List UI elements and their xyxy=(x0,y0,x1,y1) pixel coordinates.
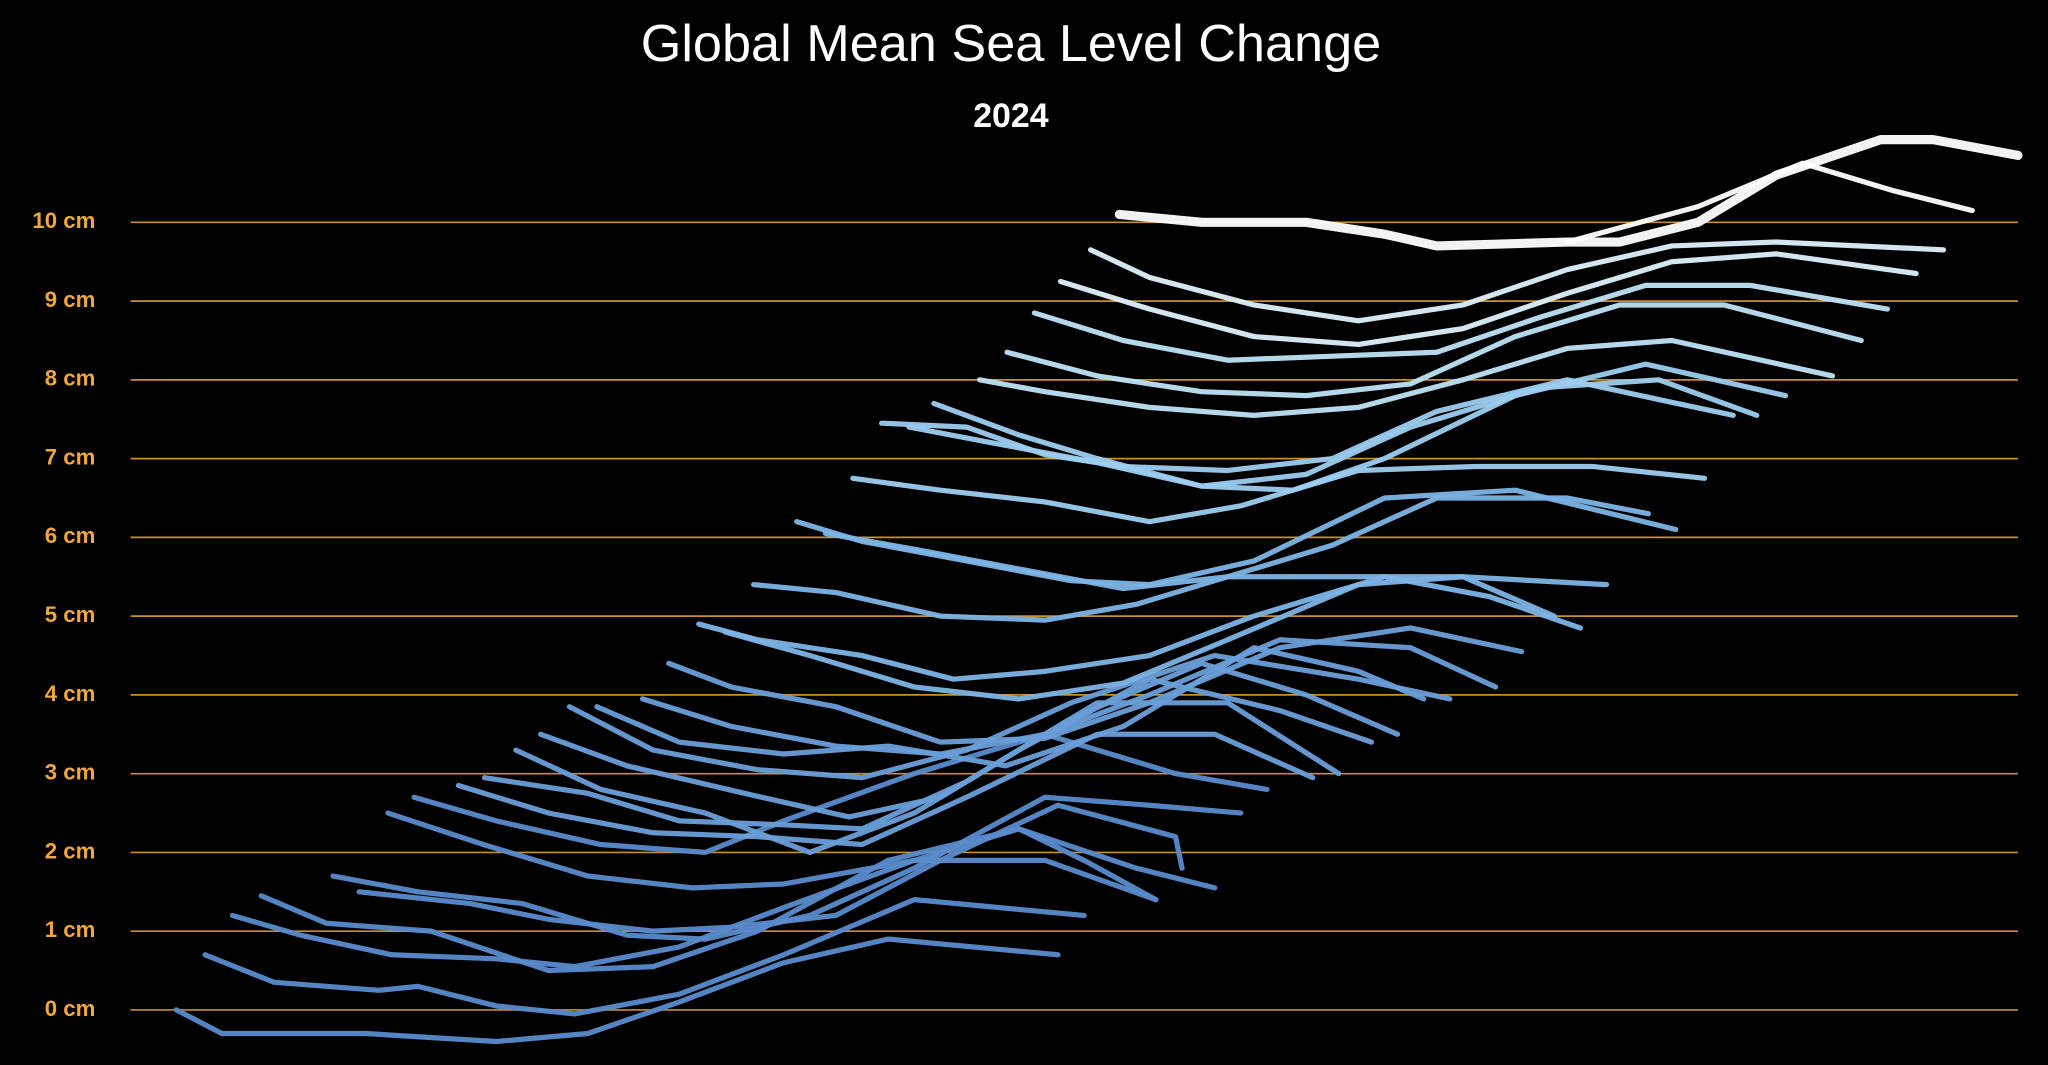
series-line xyxy=(666,625,1525,745)
chart-subtitle: 2024 xyxy=(973,97,1049,135)
series-line xyxy=(411,731,1270,855)
chart-title: Global Mean Sea Level Change xyxy=(641,15,1381,73)
series-line xyxy=(481,700,1342,832)
series-line xyxy=(330,794,1244,942)
y-tick-label: 4 cm xyxy=(45,681,96,706)
y-tick-label: 9 cm xyxy=(45,287,96,312)
series-line xyxy=(455,731,1316,848)
series-line xyxy=(202,897,1087,1017)
series-line xyxy=(356,802,1185,934)
series-line xyxy=(906,377,1760,489)
y-tick-label: 0 cm xyxy=(45,996,96,1021)
lines xyxy=(173,135,2023,1045)
y-tick-label: 10 cm xyxy=(32,208,95,233)
series-line xyxy=(1057,251,1919,348)
series-line xyxy=(931,361,1789,493)
series-line xyxy=(513,676,1375,855)
series-line xyxy=(229,857,1159,970)
series-line xyxy=(258,826,1218,974)
series-line xyxy=(385,810,1159,903)
y-tick-label: 6 cm xyxy=(45,523,96,548)
series-line xyxy=(594,645,1427,769)
series-line xyxy=(976,337,1836,418)
y-tick-label: 3 cm xyxy=(45,760,96,785)
y-tick-label: 2 cm xyxy=(45,838,96,863)
series-line xyxy=(538,660,1401,820)
y-tick-label: 8 cm xyxy=(45,366,96,391)
series-line xyxy=(1114,135,2023,251)
series-line xyxy=(751,574,1610,623)
series-line xyxy=(822,495,1651,592)
y-tick-label: 1 cm xyxy=(45,917,96,942)
series-line xyxy=(1004,302,1864,399)
series-line xyxy=(1031,282,1890,363)
series-line xyxy=(640,637,1499,757)
y-tick-label: 7 cm xyxy=(45,444,96,469)
series-line xyxy=(1087,239,1947,324)
y-tick-label: 5 cm xyxy=(45,602,96,627)
series-line xyxy=(696,574,1584,682)
series-line xyxy=(879,377,1736,474)
series-line xyxy=(850,463,1708,525)
series-line xyxy=(173,936,1061,1045)
